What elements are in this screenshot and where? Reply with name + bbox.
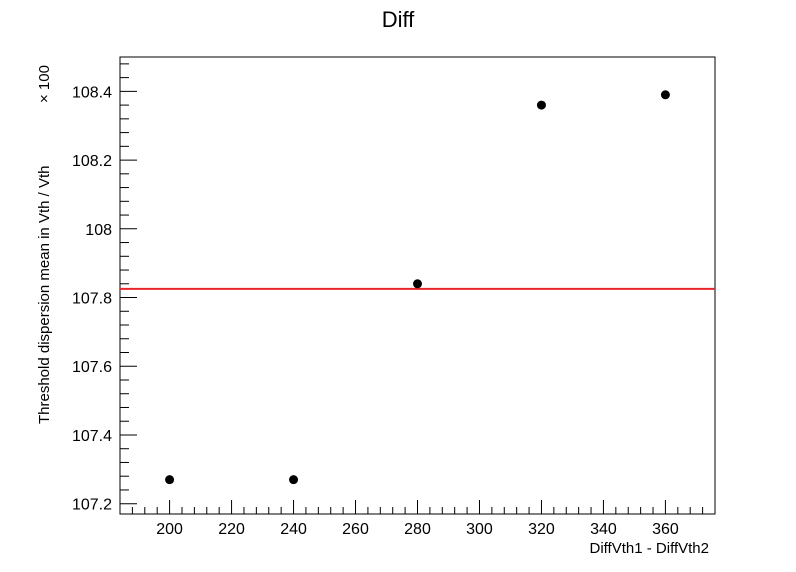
y-axis-title: Threshold dispersion mean in Vth / Vth xyxy=(36,166,53,424)
y-tick-label: 107.8 xyxy=(72,291,112,308)
data-series xyxy=(120,90,715,485)
y-tick-label: 107.2 xyxy=(72,497,112,514)
x-tick-label: 360 xyxy=(652,521,679,538)
x-tick-label: 200 xyxy=(156,521,183,538)
x-tick-label: 320 xyxy=(528,521,555,538)
x-axis-ticks: 200 220 240 260 280 300 320 340 360 xyxy=(119,500,716,538)
data-point xyxy=(289,475,299,485)
x-tick-label: 280 xyxy=(404,521,431,538)
y-tick-label: 108.4 xyxy=(72,84,112,101)
y-tick-label: 108 xyxy=(85,222,112,239)
y-axis-multiplier: × 100 xyxy=(36,65,53,103)
data-point xyxy=(660,90,670,100)
x-tick-label: 300 xyxy=(466,521,493,538)
x-tick-label: 240 xyxy=(280,521,307,538)
y-axis-ticks: 107.2 107.4 107.6 107.8 108 108.2 108.4 xyxy=(72,63,137,514)
chart-title: Diff xyxy=(382,7,415,32)
y-tick-label: 108.2 xyxy=(72,153,112,170)
x-tick-label: 340 xyxy=(590,521,617,538)
x-axis-title: DiffVth1 - DiffVth2 xyxy=(589,540,709,557)
data-point xyxy=(165,475,175,485)
y-tick-label: 107.6 xyxy=(72,359,112,376)
x-tick-label: 260 xyxy=(342,521,369,538)
y-tick-label: 107.4 xyxy=(72,428,112,445)
data-point xyxy=(536,100,546,110)
x-tick-label: 220 xyxy=(218,521,245,538)
data-point xyxy=(413,279,422,289)
